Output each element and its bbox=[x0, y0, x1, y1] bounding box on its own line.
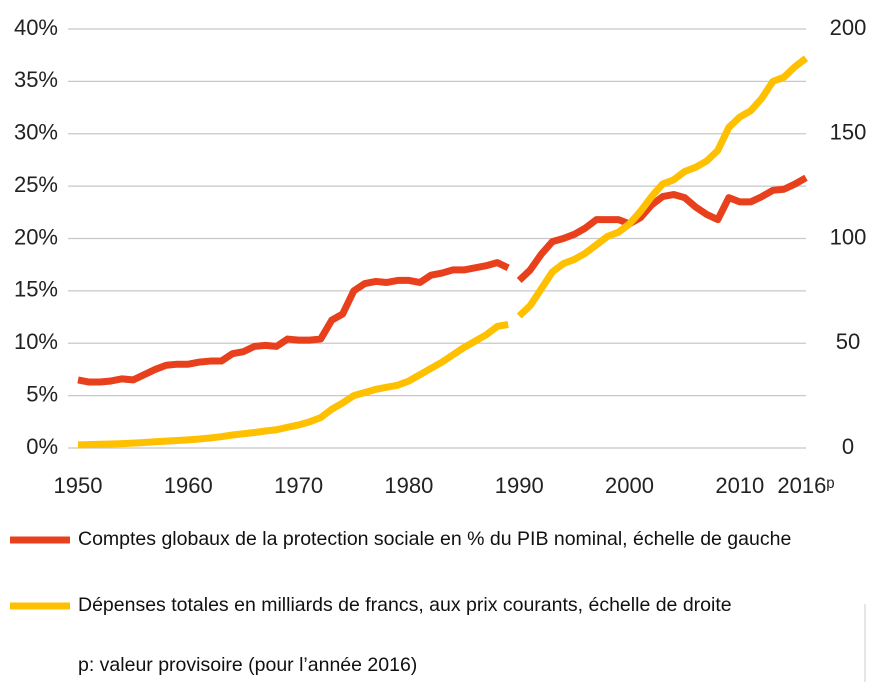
y2-tick-label: 100 bbox=[830, 224, 867, 249]
y2-tick-label: 50 bbox=[836, 329, 860, 354]
y-tick-label: 20% bbox=[14, 224, 58, 249]
x-tick-label: 2000 bbox=[605, 473, 654, 498]
y-tick-label: 15% bbox=[14, 277, 58, 302]
footnote: p: valeur provisoire (pour l’année 2016) bbox=[78, 654, 418, 676]
line-series bbox=[77, 320, 509, 449]
y-tick-label: 25% bbox=[14, 172, 58, 197]
y2-tick-label: 150 bbox=[830, 120, 867, 145]
line-series bbox=[77, 259, 510, 386]
y-tick-label: 0% bbox=[26, 434, 58, 459]
y-tick-label: 5% bbox=[26, 381, 58, 406]
y-tick-label: 40% bbox=[14, 15, 58, 40]
line-series bbox=[516, 174, 808, 283]
x-tick-label: 2010 bbox=[715, 473, 764, 498]
y-tick-label: 10% bbox=[14, 329, 58, 354]
y-tick-label: 30% bbox=[14, 120, 58, 145]
y2-tick-label: 0 bbox=[842, 434, 854, 459]
x-tick-label: 1990 bbox=[495, 473, 544, 498]
x-tick-label: 1950 bbox=[54, 473, 103, 498]
legend-entry: Dépenses totales en milliards de francs,… bbox=[78, 594, 732, 616]
x-tick-label: 2016ᵖ bbox=[777, 473, 834, 498]
x-tick-label: 1960 bbox=[164, 473, 213, 498]
line-series bbox=[516, 55, 809, 319]
x-tick-label: 1970 bbox=[274, 473, 323, 498]
legend-entry: Comptes globaux de la protection sociale… bbox=[78, 528, 792, 550]
y-tick-label: 35% bbox=[14, 67, 58, 92]
y2-tick-label: 200 bbox=[830, 15, 867, 40]
x-tick-label: 1980 bbox=[384, 473, 433, 498]
